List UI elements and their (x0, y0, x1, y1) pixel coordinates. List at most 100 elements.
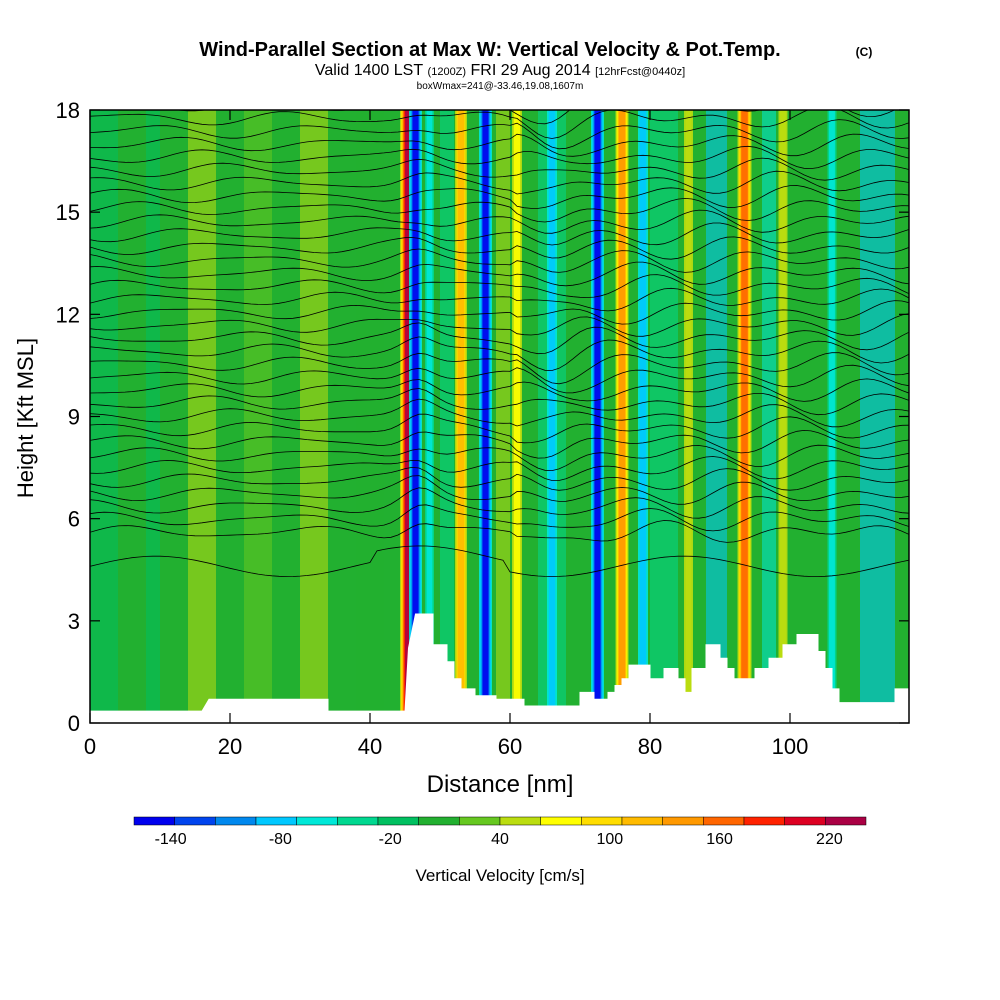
field-band (146, 110, 160, 723)
x-axis-ticks: 0 20 40 60 80 100 (84, 110, 808, 759)
colorbar-swatch (459, 816, 501, 826)
theta-contour (90, 119, 909, 150)
colorbar-swatch (296, 816, 338, 826)
theta-contour (90, 185, 909, 209)
y-axis-ticks: 0 3 6 9 12 15 18 (56, 98, 909, 736)
velocity-column (548, 110, 556, 723)
velocity-column (829, 110, 835, 723)
theta-contour (90, 133, 909, 157)
subtitle-date: FRI 29 Aug 2014 (471, 62, 591, 79)
box-info: boxWmax=241@-33.46,19.08,1607m (417, 81, 584, 92)
colorbar-swatch (540, 816, 582, 826)
x-tick-label: 80 (638, 734, 662, 759)
theta-contour (90, 352, 909, 385)
colorbar-swatch (174, 816, 216, 826)
terrain (90, 613, 909, 723)
y-tick-label: 9 (68, 405, 80, 430)
theta-contour (90, 236, 909, 260)
x-tick-label: 40 (358, 734, 382, 759)
x-tick-label: 60 (498, 734, 522, 759)
field-band (440, 110, 454, 723)
theta-contour (90, 456, 909, 481)
subtitle-utc: (1200Z) (428, 66, 467, 78)
colorbar-swatch (825, 816, 867, 826)
colorbar-tick-label: 100 (596, 831, 623, 848)
theta-contour (90, 197, 909, 223)
velocity-field (90, 110, 895, 723)
colorbar-swatch (499, 816, 541, 826)
field-band (762, 110, 776, 723)
colorbar-tick-label: 160 (706, 831, 733, 848)
theta-contours (90, 110, 909, 578)
chart-title: Wind-Parallel Section at Max W: Vertical… (199, 39, 780, 61)
colorbar-swatch (418, 816, 460, 826)
colorbar-swatch (662, 816, 704, 826)
colorbar-swatch (337, 816, 379, 826)
velocity-column (457, 110, 465, 723)
velocity-column (426, 110, 433, 723)
colorbar-swatch (377, 816, 419, 826)
theta-contour (90, 313, 909, 337)
theta-contour (90, 444, 909, 472)
theta-contour (90, 157, 909, 181)
colorbar (133, 816, 867, 826)
theta-contour (90, 475, 909, 505)
theta-contour (90, 261, 909, 287)
colorbar-tick-label: -140 (155, 831, 187, 848)
field-band (706, 110, 727, 723)
velocity-column (513, 110, 521, 723)
theta-contour (90, 398, 909, 428)
theta-contour (90, 429, 909, 459)
colorbar-swatch (784, 816, 826, 826)
theta-contour (90, 145, 909, 170)
theta-contour (90, 287, 909, 312)
y-tick-label: 18 (56, 98, 80, 123)
field-band (650, 110, 678, 723)
theta-contour (90, 322, 909, 355)
y-tick-label: 12 (56, 302, 80, 327)
field-band (188, 110, 216, 723)
chart-subtitle: Valid 1400 LST (1200Z) FRI 29 Aug 2014 [… (315, 62, 685, 79)
x-tick-label: 0 (84, 734, 96, 759)
field-band (244, 110, 272, 723)
theta-contour (90, 222, 909, 246)
colorbar-swatch (581, 816, 623, 826)
colorbar-swatch (215, 816, 257, 826)
velocity-column (482, 110, 489, 723)
y-tick-label: 6 (68, 507, 80, 532)
colorbar-tick-label: 40 (491, 831, 509, 848)
theta-contour (90, 336, 909, 371)
field-band (496, 110, 510, 723)
theta-contour (90, 520, 909, 543)
theta-contour (90, 466, 909, 491)
colorbar-swatch (703, 816, 745, 826)
velocity-column (780, 110, 786, 723)
subtitle-forecast: [12hrFcst@0440z] (595, 66, 685, 78)
x-tick-label: 20 (218, 734, 242, 759)
y-tick-label: 15 (56, 200, 80, 225)
y-tick-label: 3 (68, 609, 80, 634)
colorbar-tick-label: -20 (379, 831, 402, 848)
velocity-column (404, 110, 413, 723)
colorbar-swatch (133, 816, 175, 826)
theta-contour (90, 300, 909, 325)
copyright-mark: (C) (856, 45, 873, 59)
x-tick-label: 100 (772, 734, 809, 759)
y-axis-label: Height [Kft MSL] (13, 338, 38, 498)
colorbar-tick-label: 220 (816, 831, 843, 848)
colorbar-ticks: -140 -80 -20 40 100 160 220 (155, 831, 843, 848)
theta-contour (90, 413, 909, 444)
theta-contour (90, 248, 909, 273)
theta-contour (90, 487, 909, 519)
velocity-column (412, 110, 419, 723)
x-axis-label: Distance [nm] (427, 771, 574, 798)
theta-contour (90, 378, 909, 402)
theta-contour (90, 274, 909, 298)
colorbar-swatch (621, 816, 663, 826)
theta-contour (90, 170, 909, 195)
theta-contour (90, 209, 909, 234)
colorbar-swatch (255, 816, 297, 826)
field-band (860, 110, 895, 723)
velocity-column (741, 110, 748, 723)
